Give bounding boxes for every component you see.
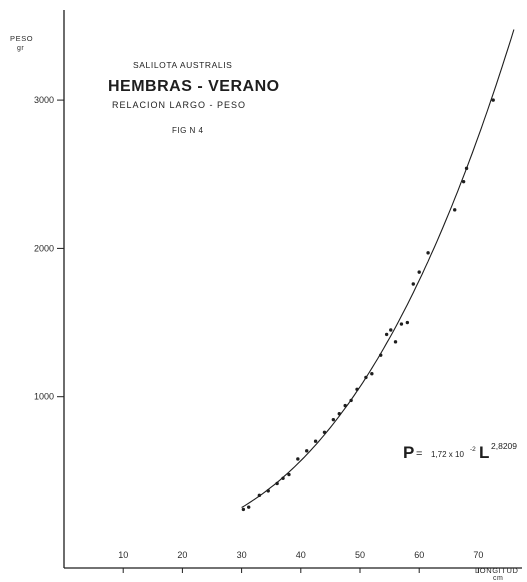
data-point <box>287 472 291 477</box>
data-point <box>464 166 469 171</box>
data-point <box>241 507 246 512</box>
data-point <box>393 340 398 344</box>
data-point <box>491 98 495 102</box>
y-tick-label: 2000 <box>34 243 54 253</box>
x-tick-label: 40 <box>296 550 306 560</box>
data-point <box>426 251 430 255</box>
equation-equals: = <box>416 448 422 460</box>
equation-coefficient: 1,72 x 10 <box>431 450 464 459</box>
data-point <box>343 403 347 408</box>
data-point <box>411 282 415 286</box>
equation-exponent: 2,8209 <box>491 441 517 451</box>
data-point <box>417 270 421 274</box>
y-axis-unit: gr <box>17 45 24 52</box>
x-tick-label: 70 <box>473 550 483 560</box>
figure-label: FIG N 4 <box>172 126 204 135</box>
data-point <box>296 457 300 461</box>
x-tick-label: 50 <box>355 550 365 560</box>
data-point <box>399 322 404 326</box>
data-point <box>370 372 374 376</box>
data-points <box>241 98 495 512</box>
data-point <box>405 320 410 325</box>
x-tick-label: 60 <box>414 550 424 560</box>
data-point <box>257 493 262 498</box>
data-point <box>281 476 285 480</box>
x-tick-label: 30 <box>237 550 247 560</box>
y-tick-label: 1000 <box>34 392 54 402</box>
data-point <box>453 208 457 212</box>
regression-equation: P = 1,72 x 10 -2 L 2,8209 <box>403 441 517 462</box>
data-point <box>331 417 336 422</box>
x-axis-unit: cm <box>493 575 503 582</box>
x-ticks: 10 20 30 40 50 60 70 <box>118 550 483 573</box>
x-axis-label: LONGITUD <box>475 566 519 575</box>
equation-prefix: P <box>403 443 414 462</box>
chart-species-title: SALILOTA AUSTRALIS <box>133 60 232 70</box>
data-point <box>322 430 327 434</box>
data-point <box>247 505 251 509</box>
data-point <box>384 332 389 337</box>
chart-subtitle: RELACION LARGO - PESO <box>112 100 246 110</box>
x-tick-label: 10 <box>118 550 128 560</box>
data-point <box>305 449 309 453</box>
equation-variable: L <box>479 443 489 462</box>
data-point <box>313 439 318 443</box>
fit-curve <box>241 29 515 508</box>
data-point <box>355 387 359 391</box>
data-point <box>337 412 341 416</box>
x-tick-label: 20 <box>177 550 187 560</box>
y-tick-label: 3000 <box>34 95 54 105</box>
data-point <box>461 179 466 184</box>
axes <box>63 10 522 569</box>
data-point <box>379 353 383 357</box>
data-point <box>349 398 353 403</box>
y-ticks: 1000 2000 3000 <box>34 95 64 402</box>
y-axis-label: PESO <box>10 34 33 43</box>
data-point <box>389 328 393 332</box>
data-point <box>275 481 279 486</box>
data-point <box>364 375 368 380</box>
data-point <box>266 489 270 493</box>
equation-coefficient-exponent: -2 <box>470 446 476 453</box>
chart-title: HEMBRAS - VERANO <box>108 78 280 95</box>
